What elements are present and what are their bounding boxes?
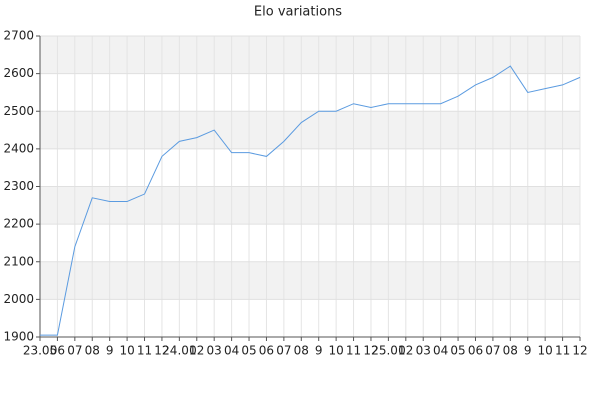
y-tick-label: 2500 — [3, 104, 34, 118]
x-tick-label: 9 — [315, 344, 323, 358]
x-tick-label: 11 — [555, 344, 570, 358]
x-tick-label: 07 — [67, 344, 82, 358]
y-tick-label: 2400 — [3, 141, 34, 155]
x-tick-label: 02 — [398, 344, 413, 358]
x-tick-label: 08 — [85, 344, 100, 358]
grid-band — [40, 111, 580, 149]
x-tick-label: 02 — [189, 344, 204, 358]
x-tick-label: 12 — [154, 344, 169, 358]
y-tick-label: 2100 — [3, 254, 34, 268]
x-tick-label: 12 — [363, 344, 378, 358]
x-tick-label: 03 — [416, 344, 431, 358]
y-tick-label: 2700 — [3, 29, 34, 43]
x-tick-label: 23.05 — [23, 344, 57, 358]
x-tick-label: 06 — [259, 344, 274, 358]
x-tick-label: 07 — [276, 344, 291, 358]
x-tick-label: 04 — [224, 344, 239, 358]
y-tick-label: 2600 — [3, 66, 34, 80]
x-tick-label: 25.01 — [371, 344, 405, 358]
grid-band — [40, 261, 580, 300]
x-tick-label: 9 — [524, 344, 532, 358]
line — [40, 65, 581, 336]
x-tick-label: 11 — [346, 344, 361, 358]
x-tick-label: 05 — [241, 344, 256, 358]
y-tick-label: 2000 — [3, 292, 34, 306]
x-tick-label: 06 — [468, 344, 483, 358]
x-tick-label: 10 — [538, 344, 553, 358]
x-tick-label: 10 — [328, 344, 343, 358]
x-tick-label: 08 — [503, 344, 518, 358]
grid-band — [40, 186, 580, 225]
chart-title: Elo variations — [254, 5, 342, 20]
y-tick-label: 1900 — [3, 330, 34, 344]
x-tick-label: 10 — [119, 344, 134, 358]
x-tick-label: 9 — [106, 344, 114, 358]
x-tick-label: 08 — [294, 344, 309, 358]
y-tick-label: 2300 — [3, 179, 34, 193]
x-tick-label: 06 — [50, 344, 65, 358]
x-tick-label: 03 — [207, 344, 222, 358]
x-tick-label: 11 — [137, 344, 152, 358]
x-tick-label: 12 — [572, 344, 587, 358]
x-tick-label: 07 — [485, 344, 500, 358]
y-tick-label: 2200 — [3, 217, 34, 231]
x-tick-label: 05 — [450, 344, 465, 358]
x-tick-label: 24.01 — [162, 344, 196, 358]
x-tick-label: 04 — [433, 344, 448, 358]
grid-band — [40, 36, 580, 74]
